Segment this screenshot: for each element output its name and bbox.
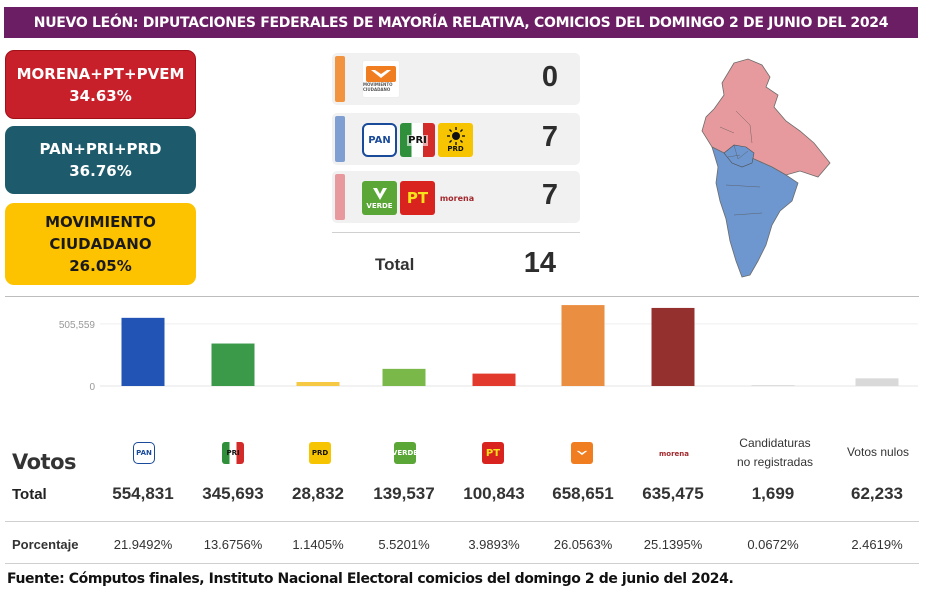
vote-total-cell: 1,699	[751, 484, 795, 503]
coalition-percent: 34.63%	[69, 86, 132, 105]
bar-pri	[211, 343, 255, 386]
percentage-cell: 5.5201%	[378, 537, 430, 552]
coalition-name: PAN+PRI+PRD	[39, 140, 162, 158]
total-label: Total	[12, 486, 47, 503]
vote-total-cell: 139,537	[373, 484, 435, 503]
seat-row-verde-pt-morena: VERDE PT morena 7	[332, 171, 580, 223]
bar-prd	[296, 382, 340, 386]
nuevo-leon-map	[701, 58, 831, 278]
percentage-cell: 0.0672%	[747, 537, 799, 552]
pt-logo-icon: PT	[400, 181, 435, 215]
verde-logo-icon: VERDE	[392, 442, 418, 464]
percentage-cell: 21.9492%	[113, 537, 173, 552]
porcentaje-label: Porcentaje	[12, 537, 79, 552]
table-divider	[5, 521, 919, 522]
pan-logo-icon: PAN	[362, 123, 397, 157]
coalition-percent: 36.76%	[69, 162, 132, 180]
bar-votos-nulos	[855, 378, 899, 386]
coalition-percent: 26.05%	[69, 257, 132, 275]
vote-total-cell: 345,693	[202, 484, 264, 503]
header-line: Candidaturas	[739, 436, 811, 450]
seat-total-value: 14	[523, 247, 556, 279]
seat-count: 7	[541, 121, 558, 153]
seat-total-row: Total 14	[332, 232, 580, 284]
y-tick-label: 0	[89, 382, 95, 392]
coalition-pan-pri-prd: PAN+PRI+PRD 36.76%	[5, 126, 196, 194]
bar-mc	[561, 305, 605, 386]
seat-row-pan-pri-prd: PAN PRI PRD 7	[332, 113, 580, 165]
seat-row-mc: MOVIMIENTO CIUDADANO 0	[332, 53, 580, 105]
coalition-name: MORENA+PT+PVEM	[16, 64, 185, 83]
mc-bird-icon	[576, 450, 588, 456]
coalition-morena-pt-pvem: MORENA+PT+PVEM 34.63%	[5, 50, 196, 119]
nulos-header: Votos nulos	[846, 445, 910, 459]
coalition-name-line1: MOVIMIENTO	[45, 213, 156, 231]
seat-count: 7	[541, 179, 558, 211]
page-title: NUEVO LEÓN: DIPUTACIONES FEDERALES DE MA…	[4, 7, 918, 38]
seat-color-bar	[335, 174, 345, 220]
mc-bird-icon	[366, 66, 396, 82]
vote-total-cell: 28,832	[292, 484, 344, 503]
bar-pan	[121, 317, 165, 386]
pt-logo-icon: PT	[482, 442, 504, 464]
morena-logo-icon: morena	[439, 193, 475, 203]
section-divider	[5, 296, 919, 297]
bar-pt	[472, 373, 516, 386]
vote-total-cell: 658,651	[552, 484, 614, 503]
percentage-cell: 13.6756%	[203, 537, 263, 552]
bar-candidaturas-no-registradas	[751, 385, 795, 386]
source-footnote: Fuente: Cómputos finales, Instituto Naci…	[7, 571, 734, 587]
mc-logo-icon: MOVIMIENTO CIUDADANO	[362, 60, 400, 98]
verde-logo-icon: VERDE	[362, 181, 397, 215]
seat-total-label: Total	[375, 255, 415, 274]
table-header-logos: PAN PRI PRD VERDE PT morena	[0, 438, 934, 474]
pri-logo-icon: PRI	[222, 442, 244, 464]
coalition-movimiento-ciudadano: MOVIMIENTO CIUDADANO 26.05%	[5, 203, 196, 285]
prd-sun-icon	[446, 127, 465, 145]
seat-count: 0	[541, 61, 558, 93]
seat-color-bar	[335, 116, 345, 162]
vote-total-cell: 635,475	[642, 484, 704, 503]
map-region-south	[711, 146, 799, 278]
bar-verde	[382, 368, 426, 386]
percentage-cell: 25.1395%	[643, 537, 703, 552]
prd-logo-icon: PRD	[438, 123, 473, 157]
percentage-cell: 26.0563%	[553, 537, 613, 552]
pan-logo-icon: PAN	[133, 442, 155, 464]
vote-total-cell: 100,843	[463, 484, 525, 503]
prd-logo-icon: PRD	[309, 442, 331, 464]
percentages-row: 21.9492% 13.6756% 1.1405% 5.5201% 3.9893% 26.…	[0, 537, 934, 557]
seat-color-bar	[335, 56, 345, 102]
votes-row: 554,831 345,693 28,832 139,537 100,843 658,65…	[0, 484, 934, 508]
morena-logo-icon: morena	[658, 450, 689, 458]
percentage-cell: 3.9893%	[468, 537, 520, 552]
percentage-cell: 1.1405%	[292, 537, 344, 552]
bar-morena	[651, 307, 695, 386]
toucan-icon	[372, 188, 387, 200]
map-metro-area	[723, 144, 755, 168]
vote-total-cell: 62,233	[851, 484, 903, 503]
mc-logo-icon	[571, 442, 593, 464]
vote-total-cell: 554,831	[112, 484, 174, 503]
pri-logo-icon: PRI	[400, 123, 435, 157]
votes-bar-chart: 0 505,559	[59, 305, 918, 392]
y-tick-label: 505,559	[59, 320, 96, 331]
percentage-cell: 2.4619%	[851, 537, 903, 552]
header-line: no registradas	[736, 455, 814, 469]
candidaturas-header: Candidaturas no registradas	[729, 434, 821, 472]
footer-divider	[5, 563, 919, 564]
votos-label: Votos	[12, 450, 77, 474]
coalition-name-line2: CIUDADANO	[49, 235, 152, 253]
